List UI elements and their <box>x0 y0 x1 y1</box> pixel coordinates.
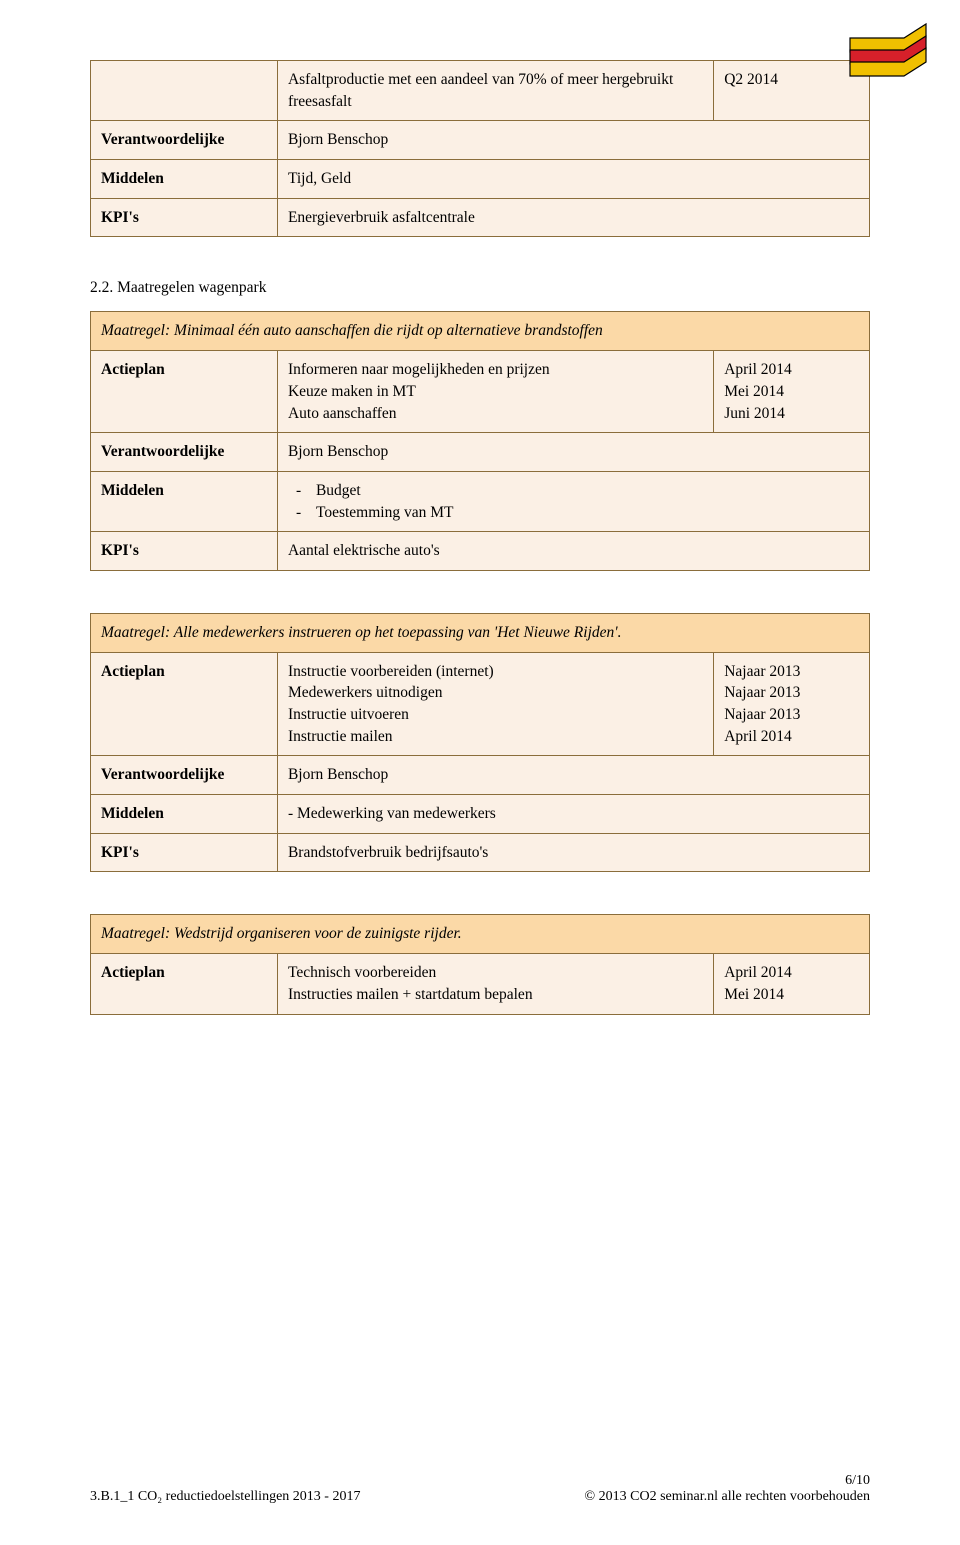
cell-label-actieplan: Actieplan <box>91 351 278 433</box>
table-row: Middelen Budget Toestemming van MT <box>91 471 870 531</box>
cell-value: Brandstofverbruik bedrijfsauto's <box>277 833 869 872</box>
table-block-2: Maatregel: Minimaal één auto aanschaffen… <box>90 311 870 571</box>
table-block-1: Asfaltproductie met een aandeel van 70% … <box>90 60 870 237</box>
page: Asfaltproductie met een aandeel van 70% … <box>0 0 960 1545</box>
footer-page-number: 6/10 <box>584 1473 870 1489</box>
cell-label-verantwoordelijke: Verantwoordelijke <box>91 433 278 472</box>
cell-actieplan-items: Informeren naar mogelijkheden en prijzen… <box>277 351 713 433</box>
table-title-row: Maatregel: Minimaal één auto aanschaffen… <box>91 312 870 351</box>
cell-empty <box>91 61 278 121</box>
cell-middelen-list: Budget Toestemming van MT <box>277 471 869 531</box>
cell-label-kpi: KPI's <box>91 833 278 872</box>
cell-label-verantwoordelijke: Verantwoordelijke <box>91 121 278 160</box>
maatregel-title: Maatregel: Alle medewerkers instrueren o… <box>91 613 870 652</box>
cell-value: Bjorn Benschop <box>277 433 869 472</box>
cell-actieplan-dates: April 2014 Mei 2014 <box>714 954 870 1014</box>
cell-date: Q2 2014 <box>714 61 870 121</box>
list-item: Toestemming van MT <box>308 502 859 524</box>
table-row: Actieplan Instructie voorbereiden (inter… <box>91 652 870 756</box>
cell-actieplan-dates: April 2014 Mei 2014 Juni 2014 <box>714 351 870 433</box>
table-row: KPI's Aantal elektrische auto's <box>91 532 870 571</box>
footer-right: 6/10 © 2013 CO2 seminar.nl alle rechten … <box>584 1473 870 1505</box>
logo <box>848 20 928 80</box>
cell-value: Bjorn Benschop <box>277 121 869 160</box>
maatregel-title: Maatregel: Minimaal één auto aanschaffen… <box>91 312 870 351</box>
table-row: KPI's Energieverbruik asfaltcentrale <box>91 198 870 237</box>
cell-label-middelen: Middelen <box>91 160 278 199</box>
table-row: Verantwoordelijke Bjorn Benschop <box>91 121 870 160</box>
cell-label-kpi: KPI's <box>91 198 278 237</box>
footer-left: 3.B.1_1 CO₂ reductiedoelstellingen 2013 … <box>90 1489 360 1505</box>
table-row: Actieplan Informeren naar mogelijkheden … <box>91 351 870 433</box>
section-heading: 2.2. Maatregelen wagenpark <box>90 279 870 297</box>
cell-value: Energieverbruik asfaltcentrale <box>277 198 869 237</box>
cell-actieplan-dates: Najaar 2013 Najaar 2013 Najaar 2013 Apri… <box>714 652 870 756</box>
table-title-row: Maatregel: Wedstrijd organiseren voor de… <box>91 915 870 954</box>
cell-label-middelen: Middelen <box>91 471 278 531</box>
table-row: Middelen - Medewerking van medewerkers <box>91 795 870 834</box>
page-footer: 3.B.1_1 CO₂ reductiedoelstellingen 2013 … <box>90 1473 870 1505</box>
table-title-row: Maatregel: Alle medewerkers instrueren o… <box>91 613 870 652</box>
table-row: Verantwoordelijke Bjorn Benschop <box>91 756 870 795</box>
cell-label-actieplan: Actieplan <box>91 954 278 1014</box>
cell-actieplan-items: Instructie voorbereiden (internet) Medew… <box>277 652 713 756</box>
table-block-4: Maatregel: Wedstrijd organiseren voor de… <box>90 914 870 1014</box>
list-item: Budget <box>308 480 859 502</box>
cell-value: Tijd, Geld <box>277 160 869 199</box>
cell-label-actieplan: Actieplan <box>91 652 278 756</box>
table-row: KPI's Brandstofverbruik bedrijfsauto's <box>91 833 870 872</box>
cell-label-kpi: KPI's <box>91 532 278 571</box>
cell-value: - Medewerking van medewerkers <box>277 795 869 834</box>
cell-value: Bjorn Benschop <box>277 756 869 795</box>
table-row: Middelen Tijd, Geld <box>91 160 870 199</box>
table-row: Actieplan Technisch voorbereiden Instruc… <box>91 954 870 1014</box>
table-block-3: Maatregel: Alle medewerkers instrueren o… <box>90 613 870 873</box>
cell-description: Asfaltproductie met een aandeel van 70% … <box>277 61 713 121</box>
table-row: Asfaltproductie met een aandeel van 70% … <box>91 61 870 121</box>
cell-label-verantwoordelijke: Verantwoordelijke <box>91 756 278 795</box>
cell-value: Aantal elektrische auto's <box>277 532 869 571</box>
cell-actieplan-items: Technisch voorbereiden Instructies maile… <box>277 954 713 1014</box>
footer-copyright: © 2013 CO2 seminar.nl alle rechten voorb… <box>584 1489 870 1505</box>
maatregel-title: Maatregel: Wedstrijd organiseren voor de… <box>91 915 870 954</box>
cell-label-middelen: Middelen <box>91 795 278 834</box>
table-row: Verantwoordelijke Bjorn Benschop <box>91 433 870 472</box>
